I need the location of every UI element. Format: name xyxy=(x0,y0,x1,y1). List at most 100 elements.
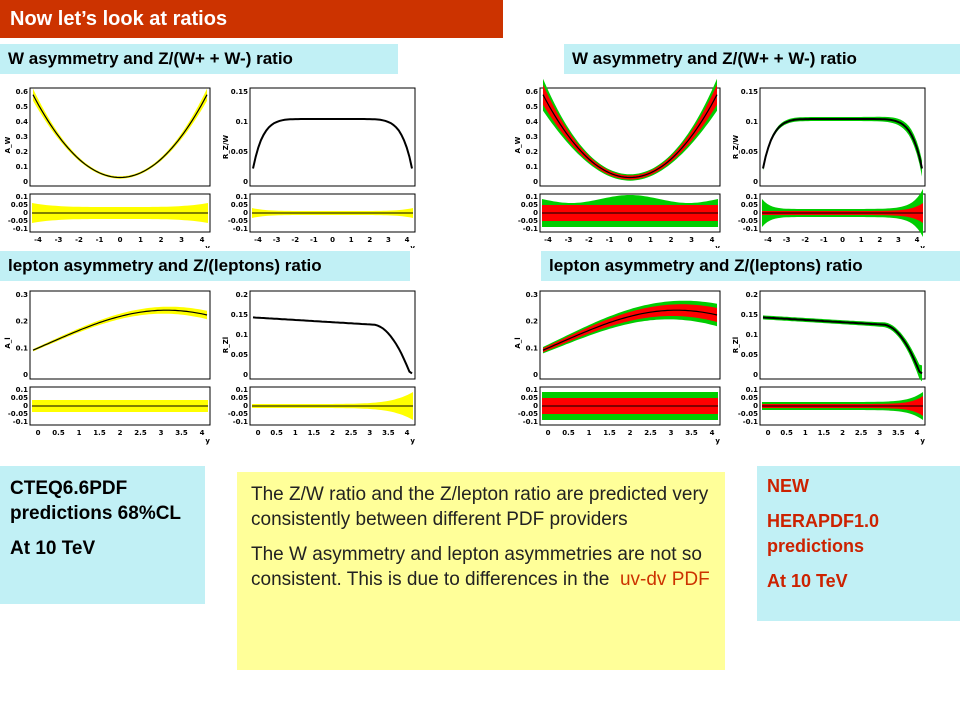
w-asym-ratio-y-tick-1: 0.05 xyxy=(11,201,28,209)
cteq-prediction-label: CTEQ6.6PDF predictions 68%CL xyxy=(10,478,182,524)
header-lepton-asymmetry-right: lepton asymmetry and Z/(leptons) ratio xyxy=(541,251,960,281)
l-asym-x-tick-4: 2 xyxy=(628,429,633,437)
w-asym-x-tick-2: -2 xyxy=(75,236,83,244)
w-zratio-y-tick-0: 0.15 xyxy=(741,88,758,96)
l-asym-x-tick-2: 1 xyxy=(587,429,592,437)
l-asym-inner-band xyxy=(543,304,717,353)
l-asym-y-tick-1: 0.2 xyxy=(526,318,539,326)
w-asym-xlabel: y xyxy=(715,244,720,248)
l-zratio-x-tick-7: 3.5 xyxy=(382,429,395,437)
l-asym-ratio-y-tick-4: -0.1 xyxy=(523,418,538,426)
w-zratio-x-tick-6: 2 xyxy=(367,236,372,244)
cteq-info-box: CTEQ6.6PDF predictions 68%CL At 10 TeV xyxy=(0,466,205,604)
l-asym-ratio-frame xyxy=(29,386,211,426)
w-zratio-x-tick-0: -4 xyxy=(254,236,262,244)
l-zratio-ratio-frame xyxy=(249,386,416,426)
l-zratio-ylabel: R_Zl xyxy=(732,337,740,353)
w-asym-x-tick-4: 0 xyxy=(118,236,123,244)
l-asym-x-tick-3: 1.5 xyxy=(93,429,106,437)
w-asym-x-tick-5: 1 xyxy=(138,236,143,244)
l-zratio-x-tick-1: 0.5 xyxy=(780,429,793,437)
w-asym-y-tick-1: 0.5 xyxy=(16,103,29,111)
l-zratio-x-tick-3: 1.5 xyxy=(308,429,321,437)
note-paragraph-2-text: The W asymmetry and lepton asymmetries a… xyxy=(251,544,702,590)
l-zratio-x-tick-6: 3 xyxy=(367,429,372,437)
conclusion-note: The Z/W ratio and the Z/lepton ratio are… xyxy=(237,472,725,670)
l-zratio-x-tick-6: 3 xyxy=(877,429,882,437)
hera-info-box: NEW HERAPDF1.0 predictions At 10 TeV xyxy=(757,466,960,621)
l-asym-y-tick-1: 0.2 xyxy=(16,318,29,326)
w-asym-y-tick-0: 0.6 xyxy=(526,88,539,96)
w-asym-ylabel: A_W xyxy=(4,136,12,153)
l-zratio-x-tick-4: 2 xyxy=(330,429,335,437)
w-asym-ratio-y-tick-0: 0.1 xyxy=(526,193,539,201)
w-zratio-curve xyxy=(252,118,413,169)
l-asym-x-tick-0: 0 xyxy=(36,429,41,437)
l-zratio-frame xyxy=(759,290,926,380)
w-asym-x-tick-2: -2 xyxy=(585,236,593,244)
w-zratio-ylabel: R_Z/W xyxy=(222,135,230,160)
w-zratio-y-tick-3: 0 xyxy=(243,178,248,186)
w-asym-x-tick-3: -1 xyxy=(606,236,614,244)
l-zratio-y-tick-3: 0.05 xyxy=(231,351,248,359)
l-zratio-ylabel: R_Zl xyxy=(222,337,230,353)
l-asym-ratio-frame xyxy=(539,386,721,426)
w-asym-y-tick-4: 0.2 xyxy=(16,148,29,156)
w-asym-y-tick-6: 0 xyxy=(23,178,28,186)
plot-panel-lepton-cteq: 0.3 0.2 0.1 0 A_l 0.1 0.05 0 -0.05 -0.1 0 0.5 1 1.5 2 2… xyxy=(0,283,420,455)
l-zratio-y-tick-2: 0.1 xyxy=(746,331,759,339)
l-asym-ylabel: A_l xyxy=(4,337,12,348)
plot-panel-w-cteq: 0.6 0.5 0.4 0.3 0.2 0.1 0 A_W 0.1 0.05 0 -0.05 -0.1-… xyxy=(0,78,420,248)
l-asym-y-tick-3: 0 xyxy=(533,371,538,379)
w-zratio-frame xyxy=(249,87,416,187)
l-zratio-curve xyxy=(762,316,923,375)
l-asym-y-tick-0: 0.3 xyxy=(526,291,539,299)
w-zratio-ratio-y-tick-2: 0 xyxy=(753,209,758,217)
l-asym-x-tick-2: 1 xyxy=(77,429,82,437)
w-zratio-xlabel: y xyxy=(410,244,415,248)
hera-energy-label: At 10 TeV xyxy=(767,571,848,591)
cteq-energy-label: At 10 TeV xyxy=(10,538,96,559)
l-zratio-x-tick-7: 3.5 xyxy=(892,429,905,437)
l-asym-x-tick-5: 2.5 xyxy=(134,429,147,437)
l-zratio-x-tick-1: 0.5 xyxy=(270,429,283,437)
w-asym-y-tick-3: 0.3 xyxy=(16,133,29,141)
l-asym-ratio-y-tick-1: 0.05 xyxy=(11,394,28,402)
l-zratio-y-tick-4: 0 xyxy=(753,371,758,379)
w-zratio-ratio-y-tick-2: 0 xyxy=(243,209,248,217)
l-zratio-x-tick-5: 2.5 xyxy=(855,429,868,437)
w-zratio-x-tick-1: -3 xyxy=(783,236,791,244)
hera-new-label: NEW xyxy=(767,476,809,496)
l-asym-x-tick-7: 3.5 xyxy=(175,429,188,437)
w-zratio-x-tick-8: 4 xyxy=(405,236,410,244)
w-asym-frame xyxy=(29,87,211,187)
w-asym-x-tick-0: -4 xyxy=(34,236,42,244)
w-asym-ratio-frame xyxy=(539,193,721,233)
w-zratio-x-tick-2: -2 xyxy=(291,236,299,244)
w-zratio-x-tick-4: 0 xyxy=(330,236,335,244)
w-zratio-x-tick-1: -3 xyxy=(273,236,281,244)
w-zratio-frame xyxy=(759,87,926,187)
l-zratio-ratio-y-tick-3: -0.05 xyxy=(738,410,758,418)
w-asym-x-tick-3: -1 xyxy=(96,236,104,244)
header-w-asymmetry-left: W asymmetry and Z/(W+ + W-) ratio xyxy=(0,44,398,74)
header-lepton-asymmetry-left: lepton asymmetry and Z/(leptons) ratio xyxy=(0,251,410,281)
l-asym-x-tick-8: 4 xyxy=(710,429,715,437)
l-asym-band xyxy=(33,306,207,352)
l-zratio-outer-band xyxy=(763,315,922,382)
w-zratio-ratio-y-tick-3: -0.05 xyxy=(738,217,758,225)
l-zratio-x-tick-8: 4 xyxy=(405,429,410,437)
w-asym-x-tick-1: -3 xyxy=(565,236,573,244)
note-highlight: uv-dv PDF xyxy=(619,569,710,590)
l-asym-x-tick-3: 1.5 xyxy=(603,429,616,437)
w-zratio-outer-band xyxy=(763,116,922,177)
w-zratio-x-tick-8: 4 xyxy=(915,236,920,244)
w-asym-xlabel: y xyxy=(205,244,210,248)
w-asym-band xyxy=(33,88,207,179)
w-zratio-y-tick-0: 0.15 xyxy=(231,88,248,96)
l-zratio-y-tick-0: 0.2 xyxy=(236,291,249,299)
l-zratio-ratio-y-tick-2: 0 xyxy=(243,402,248,410)
l-asym-y-tick-0: 0.3 xyxy=(16,291,29,299)
w-zratio-ratio-y-tick-0: 0.1 xyxy=(236,193,249,201)
w-zratio-x-tick-5: 1 xyxy=(349,236,354,244)
